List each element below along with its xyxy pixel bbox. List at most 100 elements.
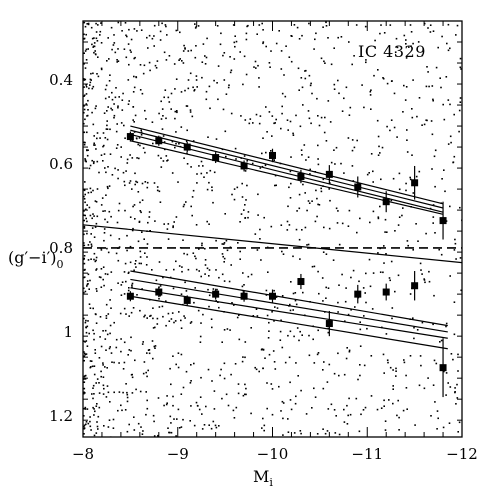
fit-line [130, 295, 448, 350]
field-point [353, 55, 355, 57]
field-point [102, 393, 105, 395]
blue-sequence-marker [212, 154, 220, 162]
field-point [129, 261, 132, 264]
field-point [147, 369, 149, 372]
field-point [349, 106, 352, 109]
field-point [89, 425, 92, 428]
field-point [295, 395, 297, 398]
field-point [216, 82, 218, 84]
field-point [382, 77, 384, 79]
field-point [433, 294, 435, 297]
field-point [369, 285, 372, 288]
field-point [271, 311, 273, 313]
field-point [445, 325, 447, 328]
field-point [83, 351, 85, 353]
field-point [405, 39, 407, 41]
field-point [192, 140, 195, 142]
field-point [447, 49, 450, 52]
field-point [338, 374, 340, 377]
field-point [106, 60, 108, 62]
field-point [234, 45, 236, 48]
field-point [432, 204, 435, 206]
field-point [87, 22, 90, 25]
field-point [307, 243, 310, 246]
field-point [213, 408, 216, 410]
field-point [168, 55, 171, 57]
field-point [85, 326, 87, 329]
field-point [351, 139, 354, 141]
field-point [363, 364, 366, 367]
field-point [426, 66, 428, 68]
field-point [409, 176, 411, 179]
field-point [345, 86, 348, 89]
field-point [145, 413, 147, 416]
blue-sequence-marker [240, 162, 248, 170]
field-point [200, 376, 202, 379]
field-point [87, 23, 90, 26]
field-point [84, 290, 87, 293]
field-point [195, 401, 198, 404]
field-point [443, 370, 445, 373]
field-point [83, 269, 86, 271]
field-point [117, 169, 119, 171]
field-point [89, 416, 91, 418]
field-point [166, 34, 168, 36]
field-point [84, 160, 87, 162]
field-point [86, 345, 89, 347]
field-point [215, 269, 217, 271]
field-point [459, 101, 462, 103]
field-point [311, 92, 313, 95]
field-point [183, 44, 185, 47]
field-point [192, 252, 195, 254]
field-point [230, 112, 233, 115]
field-point [282, 402, 285, 404]
field-point [103, 239, 105, 242]
field-point [423, 22, 426, 25]
field-point [185, 201, 187, 203]
field-point [233, 198, 236, 201]
field-point [132, 106, 135, 108]
field-point [320, 187, 322, 190]
field-point [211, 380, 213, 382]
field-point [315, 32, 317, 35]
field-point [115, 87, 117, 89]
field-point [83, 387, 86, 390]
field-point [384, 429, 387, 431]
field-point [140, 426, 142, 428]
field-point [168, 320, 171, 322]
field-point [139, 256, 142, 258]
field-point [458, 109, 461, 112]
field-point [328, 188, 330, 190]
field-point [145, 371, 147, 374]
field-point [93, 332, 95, 335]
field-point [91, 111, 93, 114]
field-point [139, 144, 141, 147]
field-point [123, 48, 126, 50]
field-point [334, 163, 336, 165]
field-point [370, 395, 373, 397]
field-point [191, 196, 194, 198]
field-point [280, 68, 283, 70]
field-point [123, 341, 126, 344]
field-point [377, 69, 379, 71]
field-point [364, 292, 366, 294]
field-point [233, 417, 236, 419]
field-point [182, 386, 185, 389]
field-point [392, 177, 395, 180]
field-point [95, 31, 98, 33]
field-point [84, 408, 87, 410]
field-point [93, 434, 96, 437]
field-point [112, 44, 115, 46]
field-point [329, 121, 332, 123]
field-point [152, 142, 154, 145]
y-axis-label: (g′−i′)0 [8, 248, 64, 271]
field-point [127, 354, 129, 356]
field-point [130, 311, 133, 314]
field-point [149, 69, 151, 72]
field-point [220, 32, 222, 35]
field-point [304, 226, 307, 229]
field-point [176, 418, 178, 420]
field-point [308, 74, 311, 77]
field-point [365, 301, 367, 304]
field-point [90, 258, 92, 260]
